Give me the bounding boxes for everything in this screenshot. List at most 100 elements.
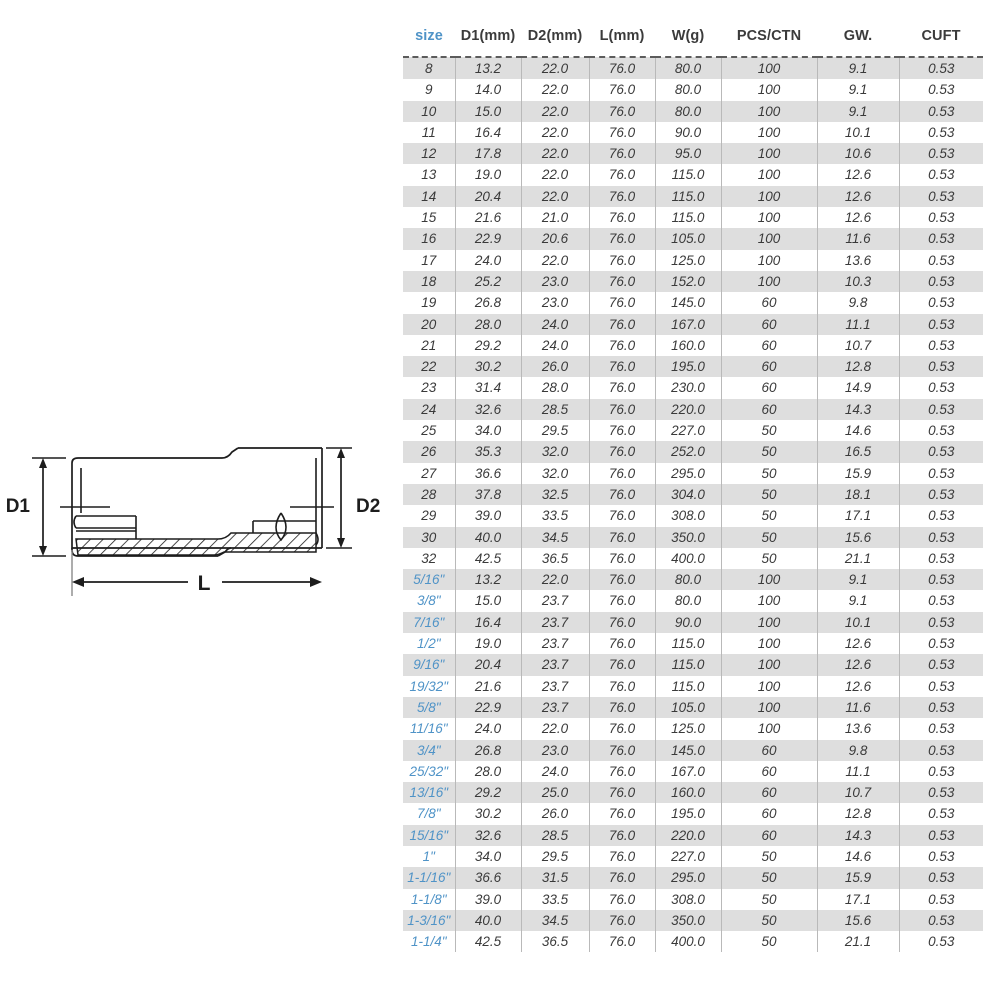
- table-row: 11/16" 24.0 22.0 76.0 125.0 100 13.6 0.53: [403, 718, 983, 740]
- cell-w: 115.0: [655, 654, 722, 676]
- cell-l: 76.0: [589, 121, 656, 144]
- table-row: 20 28.0 24.0 76.0 167.0 60 11.1 0.53: [403, 313, 983, 335]
- cell-w: 350.0: [655, 909, 722, 932]
- cell-w: 252.0: [655, 441, 722, 463]
- cell-cuft: 0.53: [928, 295, 955, 311]
- cell-d2: 33.5: [521, 888, 590, 910]
- cell-d2: 32.5: [521, 483, 590, 506]
- cell-d1: 25.2: [455, 270, 522, 293]
- cell-w: 227.0: [655, 420, 722, 442]
- cell-cuft: 0.53: [899, 867, 983, 889]
- cell-gw: 15.6: [817, 526, 900, 548]
- cell-d2: 22.0: [521, 569, 590, 591]
- cell-w: 304.0: [655, 483, 722, 506]
- cell-w: 220.0: [655, 398, 722, 421]
- cell-gw: 15.6: [817, 909, 900, 932]
- cell-gw: 11.1: [817, 760, 900, 783]
- header-separator-rule: [403, 52, 983, 58]
- cell-w: 90.0: [655, 611, 722, 634]
- cell-pcs: 60: [721, 782, 818, 804]
- cell-gw: 10.7: [817, 782, 900, 804]
- table-row: 3/4" 26.8 23.0 76.0 145.0 60 9.8 0.53: [403, 739, 983, 761]
- cell-d1: 32.6: [455, 398, 522, 421]
- cell-l: 76.0: [589, 931, 656, 953]
- cell-pcs: 100: [721, 718, 818, 740]
- cell-cuft: 0.53: [928, 508, 955, 524]
- cell-gw: 15.9: [817, 462, 900, 484]
- cell-pcs: 100: [721, 143, 818, 165]
- cell-w: 295.0: [655, 462, 722, 484]
- table-row: 1-1/16" 36.6 31.5 76.0 295.0 50 15.9 0.53: [403, 867, 983, 889]
- cell-cuft: 0.53: [928, 465, 955, 481]
- cell-cuft: 0.53: [928, 252, 955, 268]
- cell-gw: 14.6: [817, 420, 900, 442]
- cell-pcs: 100: [721, 79, 818, 101]
- table-header-row: size D1(mm) D2(mm) L(mm) W(g) PCS/CTN GW…: [403, 28, 983, 52]
- cell-cuft: 0.53: [899, 270, 983, 293]
- cell-l: 76.0: [589, 505, 656, 527]
- table-header: size D1(mm) D2(mm) L(mm) W(g) PCS/CTN GW…: [403, 28, 983, 58]
- cell-d1: 29.2: [455, 782, 522, 804]
- cell-d2: 22.0: [521, 79, 590, 101]
- cell-gw: 18.1: [817, 483, 900, 506]
- cell-d1: 31.4: [455, 377, 522, 399]
- cell-gw: 9.1: [817, 590, 900, 612]
- cell-size: 13: [403, 164, 456, 186]
- cell-gw: 12.6: [817, 654, 900, 676]
- cell-pcs: 60: [721, 377, 818, 399]
- cell-pcs: 100: [721, 164, 818, 186]
- cell-size: 30: [403, 526, 456, 548]
- cell-size: 23: [403, 377, 456, 399]
- cell-size: 22: [403, 356, 456, 378]
- cell-size: 18: [403, 270, 456, 293]
- cell-d1: 24.0: [455, 718, 522, 740]
- table-row: 22 30.2 26.0 76.0 195.0 60 12.8 0.53: [403, 356, 983, 378]
- cell-cuft: 0.53: [899, 143, 983, 165]
- column-header-size: size: [403, 28, 455, 52]
- cell-l: 76.0: [589, 611, 656, 634]
- cell-pcs: 60: [721, 398, 818, 421]
- cell-d2: 22.0: [521, 57, 590, 80]
- cell-w: 145.0: [655, 292, 722, 314]
- table-row: 14 20.4 22.0 76.0 115.0 100 12.6 0.53: [403, 185, 983, 208]
- cell-l: 76.0: [589, 270, 656, 293]
- cell-d2: 25.0: [521, 782, 590, 804]
- table-row: 19/32" 21.6 23.7 76.0 115.0 100 12.6 0.53: [403, 675, 983, 697]
- cell-d2: 34.5: [521, 909, 590, 932]
- cell-cuft: 0.53: [899, 228, 983, 250]
- table-row: 19 26.8 23.0 76.0 145.0 60 9.8 0.53: [403, 292, 983, 314]
- cell-l: 76.0: [589, 547, 656, 570]
- cell-gw: 12.8: [817, 803, 900, 825]
- cell-pcs: 50: [721, 547, 818, 570]
- cell-gw: 14.3: [817, 824, 900, 846]
- cell-l: 76.0: [589, 356, 656, 378]
- cell-cuft: 0.53: [899, 100, 983, 122]
- cell-l: 76.0: [589, 718, 656, 740]
- cell-l: 76.0: [589, 462, 656, 484]
- cell-d2: 23.7: [521, 696, 590, 719]
- cell-pcs: 100: [721, 675, 818, 697]
- cell-d1: 19.0: [455, 633, 522, 655]
- cell-l: 76.0: [589, 888, 656, 910]
- cell-cuft: 0.53: [928, 678, 955, 694]
- cell-gw: 9.1: [817, 100, 900, 122]
- cell-d2: 23.0: [521, 292, 590, 314]
- cell-gw: 12.6: [817, 633, 900, 655]
- cell-pcs: 50: [721, 867, 818, 889]
- cell-size: 27: [403, 462, 456, 484]
- cell-l: 76.0: [589, 760, 656, 783]
- cell-size: 15/16": [403, 824, 456, 846]
- cell-d2: 34.5: [521, 526, 590, 548]
- cell-w: 115.0: [655, 675, 722, 697]
- cell-gw: 12.6: [817, 185, 900, 208]
- cell-l: 76.0: [589, 526, 656, 548]
- cell-d2: 23.7: [521, 654, 590, 676]
- cell-w: 195.0: [655, 803, 722, 825]
- table-row: 5/16" 13.2 22.0 76.0 80.0 100 9.1 0.53: [403, 569, 983, 591]
- cell-gw: 11.6: [817, 228, 900, 250]
- cell-gw: 10.7: [817, 334, 900, 357]
- cell-d2: 22.0: [521, 185, 590, 208]
- cell-d1: 28.0: [455, 760, 522, 783]
- cell-cuft: 0.53: [899, 909, 983, 932]
- table-row: 11 16.4 22.0 76.0 90.0 100 10.1 0.53: [403, 121, 983, 144]
